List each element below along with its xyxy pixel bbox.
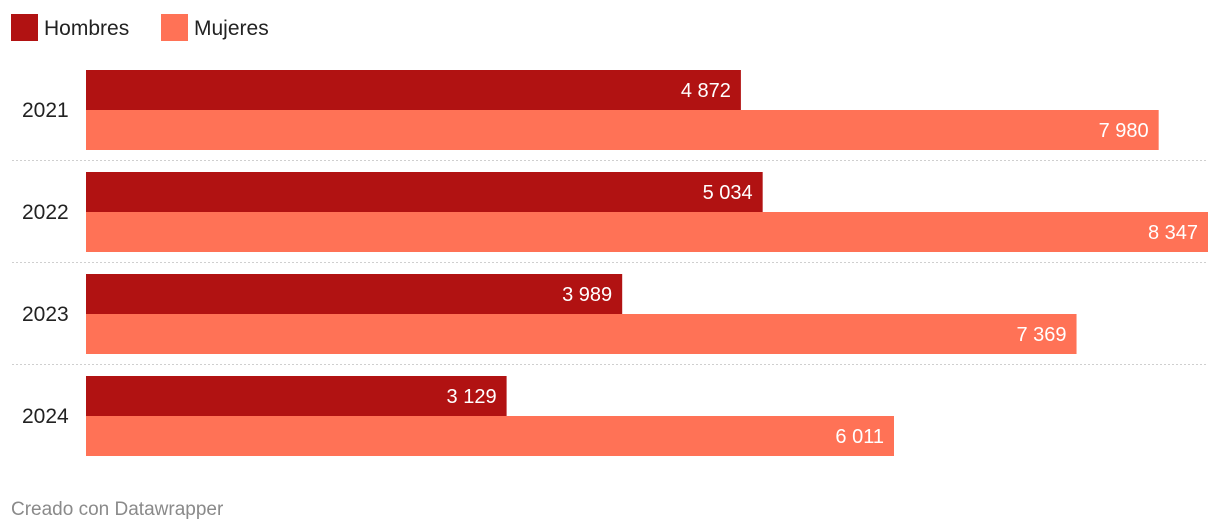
bar-hombres-2024 [86,376,507,416]
bar-label-mujeres-2021: 7 980 [1099,120,1149,142]
bar-hombres-2023 [86,274,623,314]
bar-mujeres-2022 [86,212,1208,252]
bar-label-mujeres-2024: 6 011 [835,426,884,448]
bar-hombres-2022 [86,172,763,212]
bar-hombres-2021 [86,70,741,110]
category-label-2023: 2023 [22,303,69,326]
legend-swatch-hombres [11,14,38,41]
bar-value-labels: 4 872 7 980 5 034 8 347 3 989 7 369 3 129 6 011 [447,80,1198,448]
bars [86,70,1208,456]
bar-mujeres-2021 [86,110,1159,150]
bar-label-hombres-2021: 4 872 [681,80,731,102]
legend-swatch-mujeres [161,14,188,41]
bar-label-hombres-2024: 3 129 [447,386,497,408]
category-labels: 2021 2022 2023 2024 [22,99,69,428]
chart-legend: Hombres Mujeres [11,14,269,41]
legend-label-hombres: Hombres [44,17,129,40]
legend-label-mujeres: Mujeres [194,17,269,40]
bar-mujeres-2024 [86,416,894,456]
bar-label-mujeres-2022: 8 347 [1148,222,1198,244]
category-label-2022: 2022 [22,201,69,224]
bar-label-hombres-2022: 5 034 [703,182,753,204]
category-label-2021: 2021 [22,99,69,122]
bar-label-hombres-2023: 3 989 [562,284,612,306]
row-separators [12,160,1208,365]
bar-mujeres-2023 [86,314,1077,354]
category-label-2024: 2024 [22,405,69,428]
footer-credit: Creado con Datawrapper [11,499,224,520]
bar-label-mujeres-2023: 7 369 [1016,324,1066,346]
